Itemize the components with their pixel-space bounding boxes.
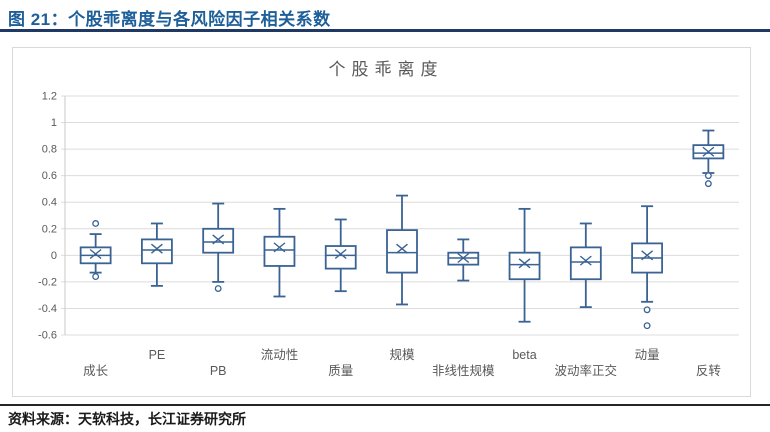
- figure-caption: 图 21：个股乖离度与各风险因子相关系数: [8, 10, 331, 29]
- category-label: 反转: [696, 363, 721, 378]
- y-tick-label: 1.2: [42, 91, 57, 103]
- box-rect: [569, 246, 602, 281]
- box-rect: [141, 238, 173, 265]
- mean-marker: [579, 255, 592, 266]
- footer-divider: [0, 404, 770, 406]
- mean-marker: [150, 243, 163, 254]
- outlier-point: [704, 180, 712, 188]
- category-label: 流动性: [261, 348, 299, 362]
- y-tick-label: 0.8: [42, 144, 57, 156]
- category-label: beta: [512, 348, 536, 362]
- outlier-point: [643, 306, 651, 314]
- category-label: PE: [149, 348, 166, 362]
- outlier-point: [92, 220, 100, 227]
- boxplot-chart: 个股乖离度 1.2 1 0.8 0.6 0.4 0.2 0 -0.2 -0.4 -0.6 成长 PE P…: [38, 60, 739, 378]
- category-label: 动量: [635, 348, 660, 362]
- y-tick-label: 0.4: [42, 197, 57, 209]
- source-note: 资料来源：天软科技，长江证券研究所: [8, 411, 246, 427]
- mean-marker: [457, 252, 470, 264]
- title-underline: [0, 29, 770, 32]
- category-label: 成长: [83, 364, 109, 378]
- chart-card: 个股乖离度 1.2 1 0.8 0.6 0.4 0.2 0 -0.2 -0.4 -0.6 成长 PE P…: [12, 47, 751, 397]
- mean-marker: [212, 234, 225, 245]
- y-tick-label: 1: [51, 117, 57, 129]
- box-rect: [508, 251, 541, 281]
- outlier-point: [643, 322, 651, 330]
- y-tick-label: -0.4: [38, 303, 57, 315]
- box-rect: [386, 229, 418, 274]
- y-tick-label: -0.6: [38, 330, 57, 342]
- mean-marker: [518, 258, 531, 269]
- mean-marker: [702, 146, 715, 157]
- category-label: 规模: [389, 347, 415, 362]
- y-tick-label: 0: [51, 250, 57, 262]
- box-rect: [202, 227, 235, 254]
- plot-area: 1.2 1 0.8 0.6 0.4 0.2 0 -0.2 -0.4 -0.6 成长 PE PB 流动性质量…: [38, 91, 739, 378]
- box-rect: [263, 235, 296, 267]
- mean-marker: [273, 242, 286, 253]
- y-tick-label: 0.2: [42, 223, 57, 235]
- mean-marker: [396, 243, 408, 254]
- y-tick-label: 0.6: [42, 170, 57, 182]
- category-label: 质量: [328, 364, 353, 378]
- mean-marker: [89, 248, 102, 260]
- category-label: 波动率正交: [555, 363, 618, 378]
- outlier-point: [92, 273, 100, 281]
- y-tick-label: -0.2: [38, 276, 57, 288]
- box-rect: [324, 245, 357, 270]
- chart-title: 个股乖离度: [329, 60, 444, 79]
- category-label: PB: [210, 364, 227, 378]
- outlier-point: [214, 285, 222, 292]
- category-label: 非线性规模: [432, 363, 495, 378]
- outlier-point: [704, 172, 712, 180]
- mean-marker: [641, 250, 654, 261]
- mean-marker: [334, 248, 347, 260]
